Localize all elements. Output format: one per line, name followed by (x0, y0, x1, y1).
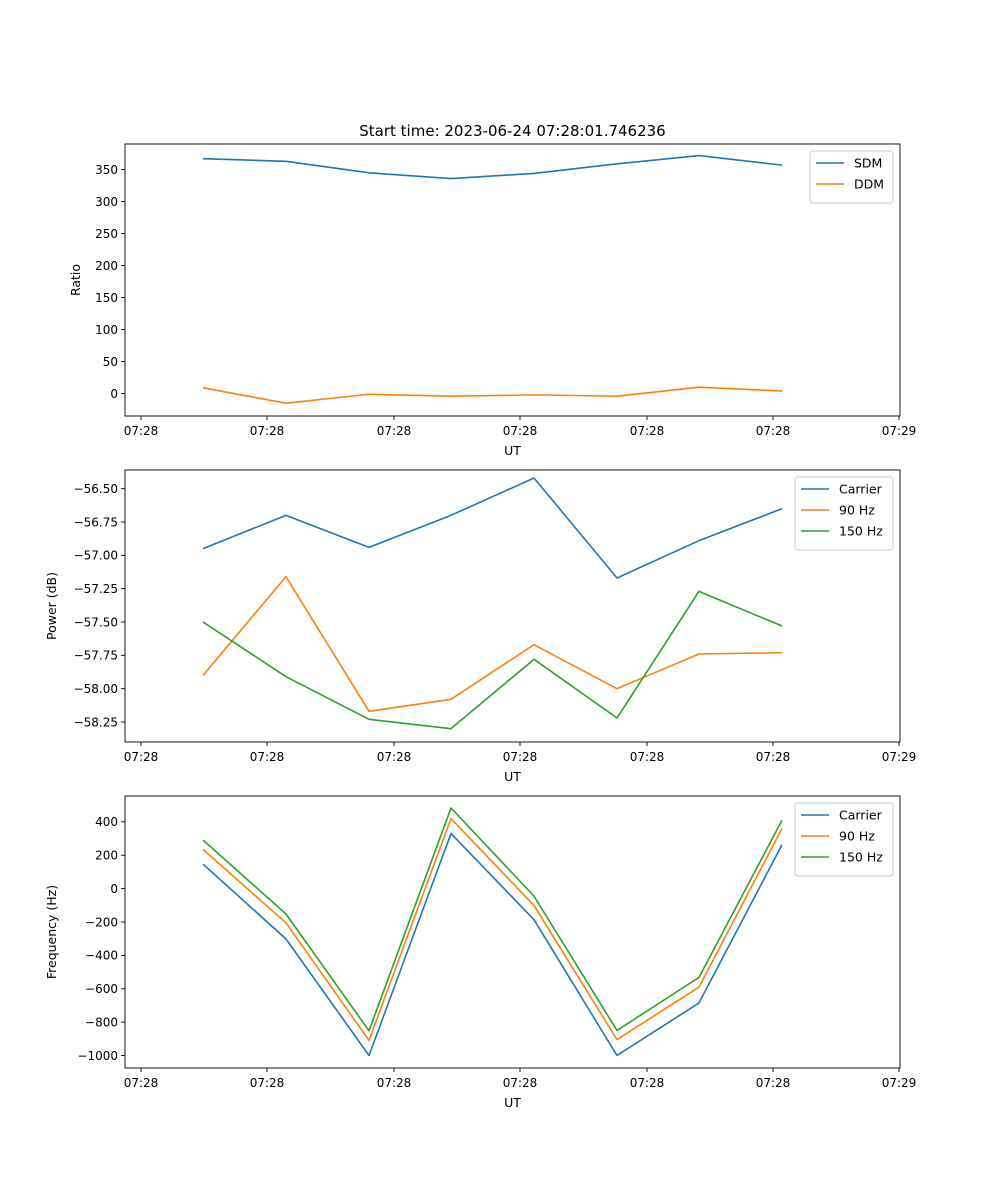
x-tick-label: 07:28 (503, 1076, 538, 1090)
legend-label: Carrier (839, 482, 883, 497)
x-tick-label: 07:28 (377, 1076, 412, 1090)
series-line-150-hz (202, 807, 783, 1032)
legend: Carrier 90 Hz 150 Hz (794, 476, 894, 551)
y-tick-label: −58.25 (74, 715, 118, 729)
y-tick-label: −56.50 (74, 482, 118, 496)
x-tick-label: 07:28 (124, 1076, 159, 1090)
y-tick-label: 0 (110, 387, 118, 401)
legend-label: 150 Hz (839, 850, 883, 865)
legend: Carrier 90 Hz 150 Hz (794, 802, 894, 877)
series-line-90-hz (202, 817, 783, 1042)
y-tick-label: −600 (85, 982, 118, 996)
axes-frame (124, 795, 901, 1069)
series-line-90-hz (202, 575, 783, 713)
legend-label: Carrier (839, 808, 883, 823)
x-tick-label: 07:28 (630, 424, 665, 438)
y-tick-label: 50 (103, 355, 118, 369)
x-tick-label: 07:28 (756, 1076, 791, 1090)
y-tick-label: −57.75 (74, 649, 118, 663)
series-line-carrier (202, 832, 783, 1057)
y-tick-label: 250 (95, 227, 118, 241)
x-tick-label: 07:28 (377, 424, 412, 438)
axes-frame (124, 469, 901, 743)
y-tick-label: 400 (95, 815, 118, 829)
y-tick-label: −800 (85, 1015, 118, 1029)
x-tick-label: 07:28 (124, 750, 159, 764)
chart-panel-2: 07:28 07:28 07:28 07:28 07:28 07:28 07:29 −58.2… (44, 469, 917, 784)
chart-panel-1: 07:28 07:28 07:28 07:28 07:28 07:28 07:29 0 50 10… (68, 122, 916, 458)
x-tick-label: 07:29 (882, 750, 917, 764)
y-tick-label: 200 (95, 259, 118, 273)
chart-title: Start time: 2023-06-24 07:28:01.746236 (359, 122, 665, 140)
x-axis-label: UT (504, 1095, 521, 1110)
x-tick-label: 07:28 (630, 1076, 665, 1090)
x-tick-label: 07:28 (503, 424, 538, 438)
y-tick-label: −57.25 (74, 582, 118, 596)
y-tick-label: −57.50 (74, 615, 118, 629)
y-tick-label: −57.00 (74, 549, 118, 563)
y-tick-label: −1000 (77, 1049, 118, 1063)
y-tick-label: 100 (95, 323, 118, 337)
legend: SDM DDM (809, 150, 894, 204)
y-tick-label: 0 (110, 882, 118, 896)
x-tick-label: 07:28 (503, 750, 538, 764)
series-line-ddm (202, 386, 783, 405)
y-axis-label: Ratio (68, 264, 83, 296)
y-tick-label: 200 (95, 849, 118, 863)
y-tick-label: 150 (95, 291, 118, 305)
x-tick-label: 07:28 (756, 750, 791, 764)
series-line-sdm (202, 154, 783, 180)
x-tick-label: 07:28 (124, 424, 159, 438)
x-axis-label: UT (504, 769, 521, 784)
legend-label: 90 Hz (839, 503, 875, 518)
x-tick-label: 07:28 (250, 424, 285, 438)
y-tick-label: −400 (85, 949, 118, 963)
y-axis-label: Power (dB) (44, 572, 59, 640)
x-tick-label: 07:28 (250, 750, 285, 764)
axes-frame (124, 143, 901, 417)
x-tick-label: 07:28 (630, 750, 665, 764)
y-tick-label: 300 (95, 195, 118, 209)
legend-label: 150 Hz (839, 524, 883, 539)
series-line-carrier (202, 477, 783, 579)
chart-panel-3: 07:28 07:28 07:28 07:28 07:28 07:28 07:29 −1000… (44, 795, 917, 1110)
x-tick-label: 07:28 (756, 424, 791, 438)
x-tick-label: 07:28 (250, 1076, 285, 1090)
legend-box (809, 150, 894, 204)
x-tick-label: 07:28 (377, 750, 412, 764)
y-axis-label: Frequency (Hz) (44, 885, 59, 979)
x-tick-label: 07:29 (882, 424, 917, 438)
y-tick-label: −58.00 (74, 682, 118, 696)
legend-label: DDM (854, 177, 884, 192)
x-axis-label: UT (504, 443, 521, 458)
legend-label: 90 Hz (839, 829, 875, 844)
series-line-150-hz (202, 590, 783, 730)
y-tick-label: 350 (95, 163, 118, 177)
y-tick-label: −200 (85, 915, 118, 929)
y-tick-label: −56.75 (74, 515, 118, 529)
legend-label: SDM (854, 156, 882, 171)
x-tick-label: 07:29 (882, 1076, 917, 1090)
